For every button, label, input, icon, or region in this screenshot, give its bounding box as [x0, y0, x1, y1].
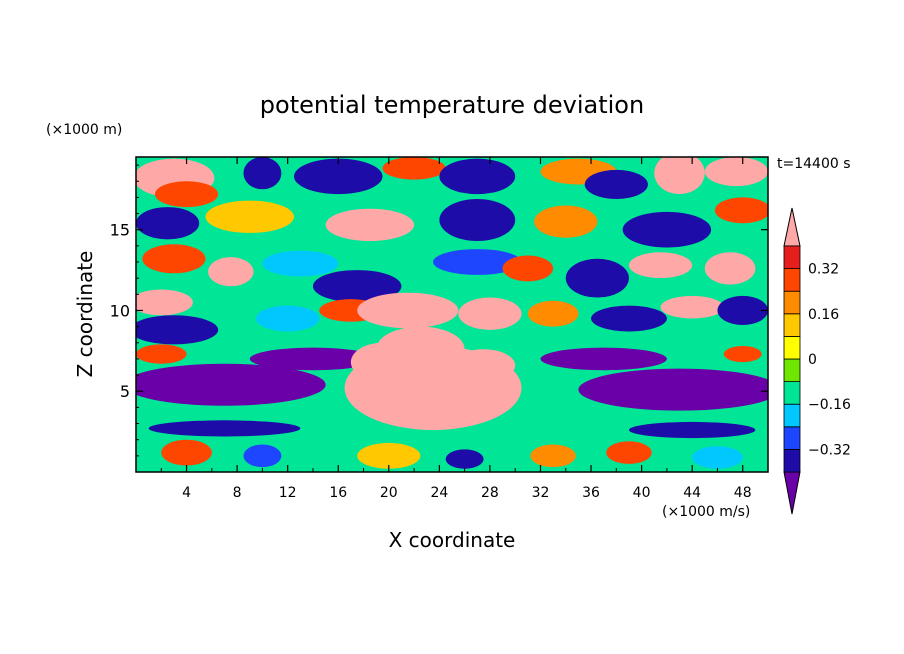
x-tick-label: 40 — [633, 485, 651, 501]
field-cell — [445, 449, 484, 469]
field-cell — [452, 349, 516, 382]
colorbar-band — [783, 245, 801, 270]
field-cell — [136, 207, 200, 240]
field-cell — [262, 250, 339, 277]
field-cell — [578, 368, 768, 411]
field-cell — [136, 289, 193, 316]
field-cell — [205, 200, 294, 233]
x-axis: 4 8 12 16 20 24 28 32 36 40 44 48 — [160, 157, 752, 501]
field-cell — [294, 158, 383, 195]
field-cell — [458, 297, 522, 330]
y-axis: 5 10 15 — [110, 164, 768, 457]
x-tick-label: 32 — [532, 485, 550, 501]
field-cell — [439, 158, 516, 195]
colorbar-band — [783, 268, 801, 292]
y-tick-label: 10 — [110, 301, 130, 320]
colorbar-label: 0.32 — [808, 262, 839, 278]
x-tick-label: 36 — [582, 485, 600, 501]
field-cell — [142, 244, 206, 274]
field-cell — [249, 347, 377, 371]
colorbar-label: 0 — [808, 352, 817, 368]
field-contours — [136, 157, 768, 469]
x-tick-label: 20 — [380, 485, 398, 501]
y-tick-label: 15 — [110, 221, 130, 240]
x-tick-label: 16 — [329, 485, 347, 501]
x-tick-label: 24 — [430, 485, 448, 501]
field-cell — [660, 295, 724, 319]
field-cell — [350, 342, 415, 382]
field-cell — [325, 208, 415, 242]
colorbar-band — [783, 290, 801, 315]
field-cell — [208, 257, 254, 287]
colorbar-band — [783, 403, 801, 428]
field-cell — [714, 197, 768, 224]
plot-area — [136, 157, 768, 472]
field-cell — [243, 444, 282, 468]
field-cell — [527, 300, 579, 327]
field-cell — [534, 205, 598, 238]
field-cell — [717, 295, 768, 326]
field-cell — [136, 315, 219, 345]
field-cell — [312, 270, 402, 303]
field-cell — [154, 181, 219, 208]
x-tick-label: 48 — [734, 485, 752, 501]
field-cell — [628, 421, 756, 439]
field-cell — [382, 157, 446, 180]
x-axis-label: X coordinate — [389, 528, 516, 552]
field-cell — [591, 305, 667, 332]
field-cell — [502, 255, 554, 282]
colorbar-band — [783, 358, 801, 383]
colorbar: 0.32 0.16 0 −0.16 −0.32 — [783, 207, 851, 515]
colorbar-band — [783, 426, 801, 450]
field-cell — [136, 363, 326, 406]
field-cell — [530, 444, 576, 468]
colorbar-extend-low — [783, 471, 801, 515]
y-unit-label: (×1000 m) — [46, 122, 122, 138]
x-tick-label: 28 — [481, 485, 499, 501]
x-tick-label: 44 — [683, 485, 701, 501]
colorbar-band — [783, 335, 801, 360]
y-axis-label: Z coordinate — [73, 251, 97, 378]
field-cell — [606, 441, 652, 464]
field-cell — [704, 252, 756, 285]
field-cell — [439, 199, 516, 241]
colorbar-label: 0.16 — [808, 307, 839, 323]
colorbar-band — [783, 448, 801, 473]
field-cell — [161, 439, 212, 466]
colorbar-label: −0.16 — [808, 397, 851, 413]
field-cell — [136, 344, 187, 364]
field-cell — [628, 252, 693, 279]
x-unit-label: (×1000 m/s) — [662, 504, 750, 520]
field-cell — [692, 446, 743, 469]
field-cell — [357, 292, 459, 329]
colorbar-band — [783, 313, 801, 337]
colorbar-label: −0.32 — [808, 442, 851, 458]
colorbar-extend-high — [783, 207, 801, 247]
field-cell — [148, 420, 301, 437]
field-cell — [357, 442, 421, 469]
field-cell — [243, 157, 282, 190]
x-tick-label: 4 — [182, 485, 191, 501]
field-cell — [723, 346, 762, 363]
colorbar-band — [783, 381, 801, 405]
field-cell — [584, 169, 648, 199]
plot-frame — [135, 156, 769, 473]
field-cell — [565, 258, 629, 298]
x-tick-label: 8 — [233, 485, 242, 501]
field-cell — [256, 305, 320, 332]
field-cell — [540, 347, 667, 371]
field-cell — [654, 157, 705, 195]
field-cell — [622, 211, 712, 248]
time-label: t=14400 s — [777, 156, 851, 172]
x-tick-label: 12 — [279, 485, 297, 501]
y-tick-label: 5 — [120, 382, 130, 401]
field-cell — [433, 249, 522, 275]
field-cell — [704, 157, 768, 187]
chart-title: potential temperature deviation — [260, 91, 644, 119]
